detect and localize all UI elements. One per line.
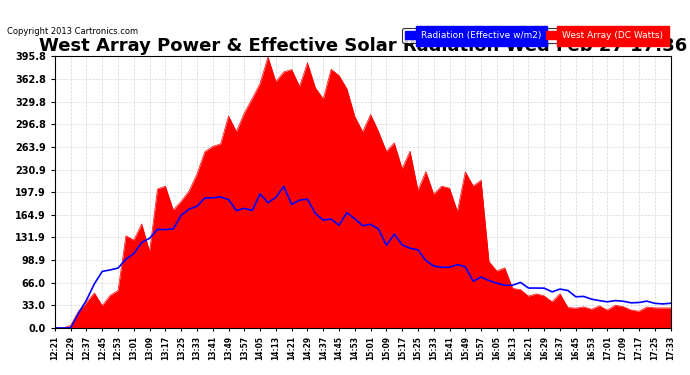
Legend: Radiation (Effective w/m2), West Array (DC Watts): Radiation (Effective w/m2), West Array (…: [402, 28, 666, 43]
Title: West Array Power & Effective Solar Radiation Wed Feb 27 17:36: West Array Power & Effective Solar Radia…: [39, 37, 687, 55]
Text: Copyright 2013 Cartronics.com: Copyright 2013 Cartronics.com: [7, 27, 138, 36]
